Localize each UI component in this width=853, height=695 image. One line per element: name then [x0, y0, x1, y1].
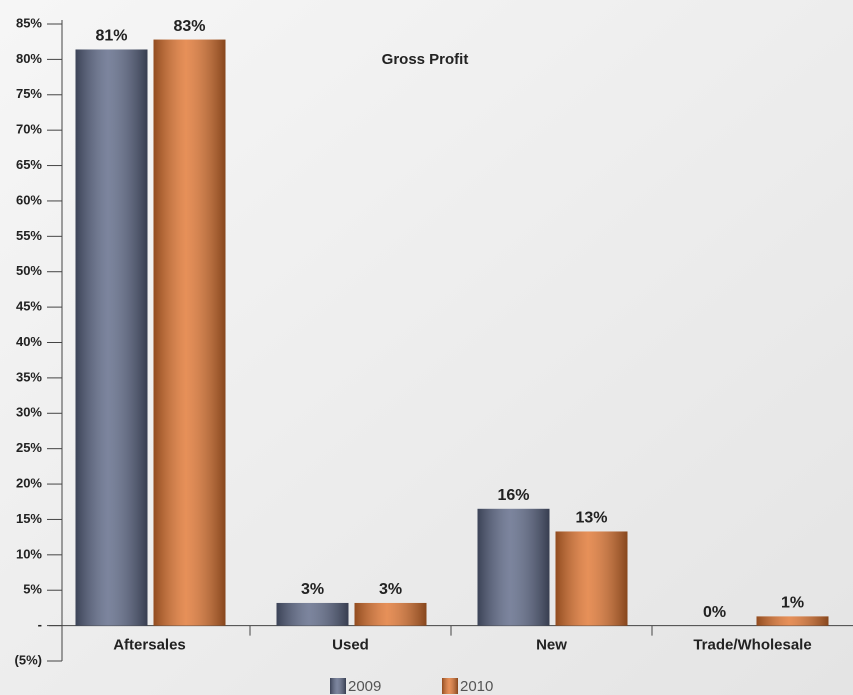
data-label: 3%: [379, 581, 402, 598]
legend-label: 2010: [460, 678, 493, 695]
y-tick-label: 50%: [16, 263, 42, 278]
y-tick-label: 5%: [23, 582, 42, 597]
x-tick-label: Used: [332, 637, 369, 654]
x-tick-label: Aftersales: [113, 637, 186, 654]
data-label: 83%: [173, 18, 205, 35]
y-tick-label: 85%: [16, 15, 42, 30]
data-label: 81%: [95, 28, 127, 45]
bar-shade: [75, 49, 148, 626]
y-tick-label: 45%: [16, 299, 42, 314]
y-tick-label: 10%: [16, 546, 42, 561]
bar-shade: [354, 602, 427, 626]
data-label: 13%: [575, 510, 607, 527]
y-tick-label: 70%: [16, 122, 42, 137]
y-tick-label: 35%: [16, 369, 42, 384]
y-tick-label: -: [38, 617, 42, 632]
legend-swatch-shade: [442, 678, 458, 694]
data-label: 1%: [781, 595, 804, 612]
y-tick-label: 25%: [16, 440, 42, 455]
y-tick-label: 20%: [16, 475, 42, 490]
legend-label: 2009: [348, 678, 381, 695]
bar-shade: [756, 616, 829, 626]
x-tick-label: Trade/Wholesale: [693, 637, 811, 654]
y-tick-label: (5%): [15, 652, 42, 667]
x-tick-label: New: [536, 637, 567, 654]
y-tick-label: 30%: [16, 405, 42, 420]
bar-shade: [276, 602, 349, 626]
bar-shade: [477, 508, 550, 626]
y-tick-label: 75%: [16, 86, 42, 101]
data-label: 3%: [301, 581, 324, 598]
y-tick-label: 80%: [16, 51, 42, 66]
legend-swatch-shade: [330, 678, 346, 694]
y-tick-label: 40%: [16, 334, 42, 349]
y-tick-label: 65%: [16, 157, 42, 172]
data-label: 16%: [497, 487, 529, 504]
y-tick-label: 15%: [16, 511, 42, 526]
y-tick-label: 60%: [16, 192, 42, 207]
y-tick-label: 55%: [16, 228, 42, 243]
data-label: 0%: [703, 604, 726, 621]
chart-title: Gross Profit: [382, 51, 469, 68]
bar-shade: [555, 531, 628, 626]
bar-shade: [153, 39, 226, 626]
